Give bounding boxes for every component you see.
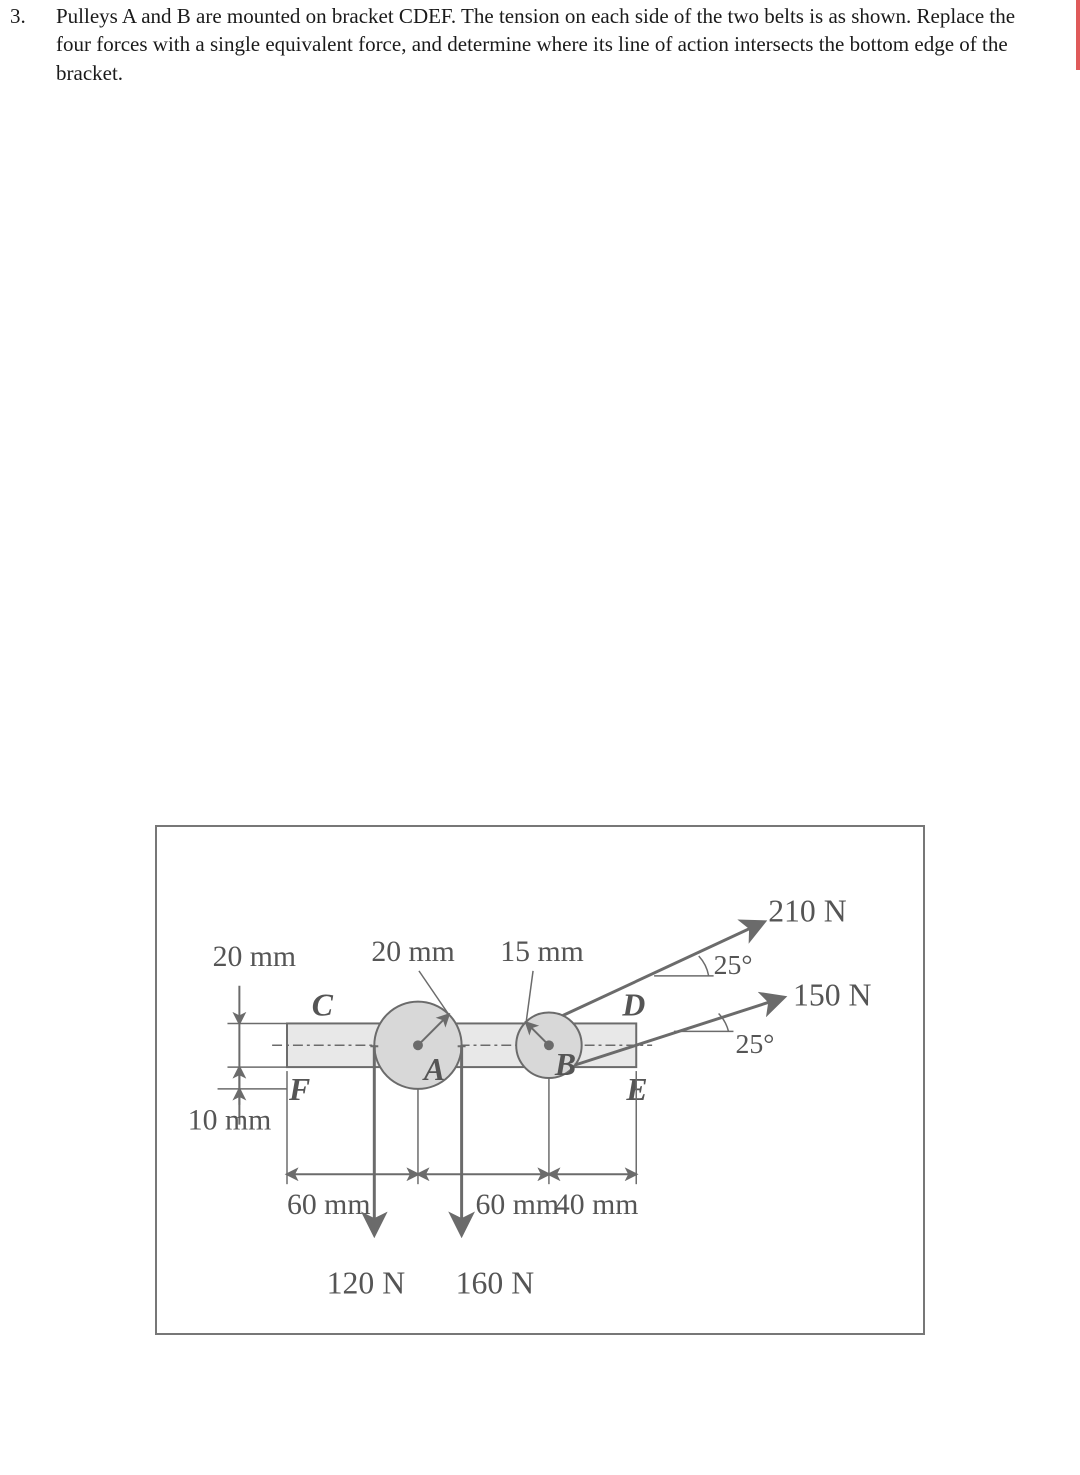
problem-statement: 3. Pulleys A and B are mounted on bracke… bbox=[0, 0, 1080, 89]
force-120-label: 120 N bbox=[327, 1265, 406, 1300]
label-c: C bbox=[312, 988, 334, 1023]
dim-60mm-a: 60 mm bbox=[287, 1188, 370, 1221]
problem-body: Pulleys A and B are mounted on bracket C… bbox=[56, 2, 1040, 87]
dim-40mm: 40 mm bbox=[555, 1188, 638, 1221]
dim-10mm: 10 mm bbox=[188, 1104, 271, 1137]
angle-arc-upper bbox=[699, 956, 709, 976]
angle-25-upper: 25° bbox=[714, 950, 753, 981]
dim-15mm: 15 mm bbox=[500, 935, 583, 968]
label-d: D bbox=[621, 988, 645, 1023]
force-160-label: 160 N bbox=[456, 1265, 535, 1300]
mechanical-diagram: 20 mm 10 mm C D F E A B 20 mm 15 mm bbox=[157, 827, 923, 1333]
leader-15mm bbox=[526, 971, 533, 1023]
dim-20mm-a: 20 mm bbox=[213, 940, 296, 973]
force-210-label: 210 N bbox=[768, 893, 847, 928]
problem-number: 3. bbox=[10, 2, 26, 30]
figure-frame: 20 mm 10 mm C D F E A B 20 mm 15 mm bbox=[155, 825, 925, 1335]
angle-25-lower: 25° bbox=[735, 1029, 774, 1060]
label-b: B bbox=[554, 1047, 576, 1082]
dim-20mm-b: 20 mm bbox=[371, 935, 454, 968]
label-a: A bbox=[422, 1052, 445, 1087]
dim-60mm-b: 60 mm bbox=[476, 1188, 559, 1221]
label-f: F bbox=[288, 1072, 310, 1107]
force-150-label: 150 N bbox=[793, 978, 872, 1013]
